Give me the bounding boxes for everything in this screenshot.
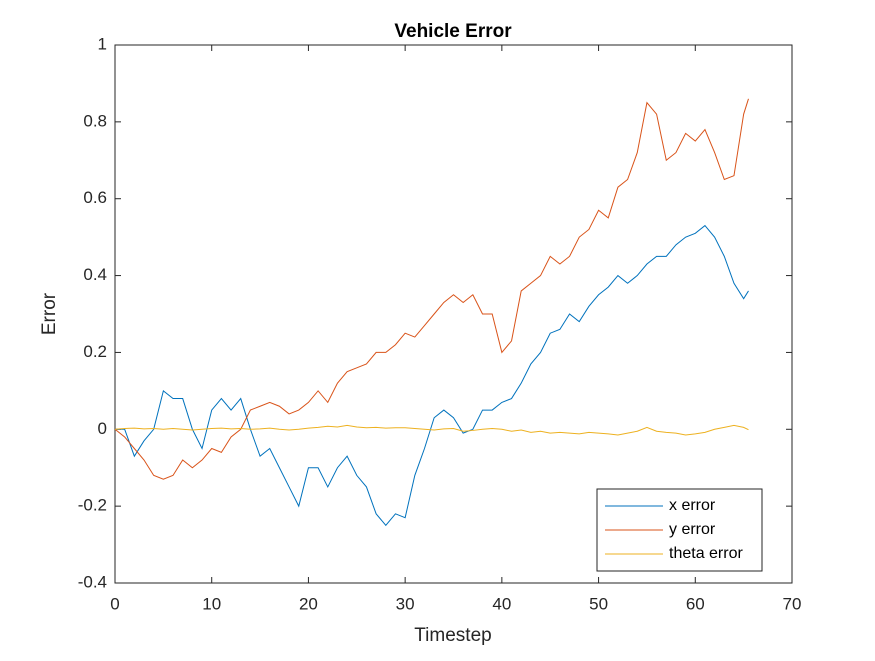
chart-title: Vehicle Error (394, 21, 512, 42)
series-line (115, 224, 749, 527)
x-tick-label: 60 (686, 594, 705, 613)
legend-label: theta error (669, 545, 743, 562)
legend-label: x error (669, 497, 716, 514)
y-tick-label: -0.2 (78, 496, 107, 515)
y-tick-label: 0.6 (83, 188, 107, 207)
y-tick-label: 0 (98, 419, 107, 438)
x-tick-label: 10 (202, 594, 221, 613)
y-tick-label: 1 (98, 34, 107, 53)
x-tick-label: 0 (110, 594, 119, 613)
series-line (114, 424, 749, 436)
y-tick-label: 0.2 (83, 342, 107, 361)
x-tick-label: 70 (783, 594, 802, 613)
y-tick-label: 0.8 (83, 111, 107, 130)
x-tick-label: 50 (589, 594, 608, 613)
legend-label: y error (669, 521, 716, 538)
y-tick-label: -0.4 (78, 572, 107, 591)
x-tick-label: 30 (396, 594, 415, 613)
series-line (114, 98, 749, 480)
x-axis-label: Timestep (414, 625, 491, 646)
y-tick-label: 0.4 (83, 265, 107, 284)
x-tick-label: 20 (299, 594, 318, 613)
x-tick-label: 40 (492, 594, 511, 613)
y-axis-label: Error (39, 292, 60, 335)
